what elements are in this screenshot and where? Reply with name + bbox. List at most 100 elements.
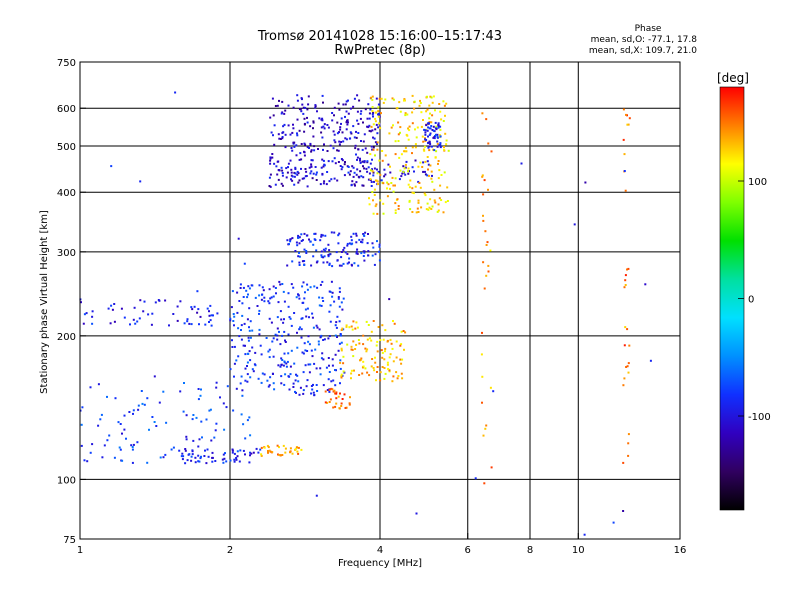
- data-point: [306, 350, 309, 352]
- data-point: [289, 365, 292, 368]
- data-point: [255, 447, 258, 450]
- data-point: [394, 184, 396, 187]
- data-point: [199, 315, 202, 318]
- x-tick-label: 16: [674, 545, 687, 556]
- data-point: [294, 172, 297, 175]
- data-point: [368, 129, 371, 132]
- data-point: [324, 390, 327, 393]
- data-point: [121, 432, 123, 435]
- data-point: [241, 302, 244, 305]
- data-point: [244, 344, 246, 347]
- data-point: [259, 448, 262, 451]
- data-point: [360, 240, 362, 243]
- data-point: [326, 401, 329, 404]
- data-point: [316, 326, 319, 329]
- phase-info-o: mean, sd,O: -77.1, 17.8: [591, 35, 698, 45]
- data-point: [307, 103, 310, 106]
- data-point: [490, 150, 493, 153]
- data-point: [305, 250, 308, 252]
- data-point: [252, 370, 255, 373]
- data-point: [288, 375, 291, 378]
- data-point: [348, 261, 350, 264]
- data-point: [327, 254, 330, 256]
- data-point: [428, 206, 431, 209]
- data-point: [323, 127, 326, 130]
- data-point: [337, 297, 340, 300]
- data-point: [314, 166, 317, 168]
- data-point: [429, 143, 432, 145]
- data-point: [394, 212, 397, 214]
- data-point: [321, 172, 324, 175]
- data-points: [79, 91, 652, 536]
- data-point: [352, 125, 355, 128]
- data-point: [340, 405, 343, 407]
- data-point: [296, 118, 299, 121]
- data-point: [340, 349, 343, 352]
- data-point: [435, 133, 437, 136]
- data-point: [379, 199, 382, 202]
- data-point: [300, 158, 303, 161]
- data-point: [371, 113, 374, 116]
- data-point: [326, 171, 329, 173]
- data-point: [364, 147, 367, 150]
- data-point: [303, 248, 306, 251]
- data-point: [391, 347, 394, 350]
- data-point: [309, 286, 312, 289]
- data-point: [223, 457, 226, 460]
- data-point: [323, 255, 326, 258]
- data-point: [444, 132, 447, 135]
- data-point: [106, 395, 108, 398]
- data-point: [624, 189, 627, 192]
- data-point: [198, 323, 200, 326]
- data-point: [299, 386, 302, 389]
- data-point: [268, 176, 271, 179]
- data-point: [158, 401, 161, 404]
- data-point: [390, 342, 393, 345]
- data-point: [419, 161, 422, 164]
- data-point: [436, 210, 439, 213]
- data-point: [316, 286, 319, 289]
- data-point: [285, 365, 288, 368]
- data-point: [381, 351, 384, 354]
- data-point: [317, 343, 320, 346]
- data-point: [277, 364, 280, 367]
- data-point: [353, 183, 356, 186]
- data-point: [330, 178, 333, 181]
- data-point: [209, 304, 212, 307]
- data-point: [623, 170, 626, 172]
- data-point: [356, 158, 358, 161]
- data-point: [185, 438, 188, 441]
- data-point: [625, 366, 628, 368]
- data-point: [281, 454, 284, 456]
- data-point: [207, 455, 210, 458]
- data-point: [333, 389, 336, 392]
- data-point: [296, 134, 299, 137]
- data-point: [350, 184, 353, 187]
- data-point: [348, 403, 351, 406]
- data-point: [366, 338, 369, 341]
- data-point: [483, 482, 486, 485]
- data-point: [342, 249, 345, 251]
- data-point: [331, 364, 334, 367]
- data-point: [320, 126, 323, 129]
- data-point: [388, 132, 391, 135]
- data-point: [431, 101, 434, 104]
- data-point: [397, 133, 400, 136]
- data-point: [423, 192, 426, 195]
- data-point: [422, 140, 425, 143]
- data-point: [340, 375, 343, 378]
- data-point: [362, 121, 364, 124]
- data-point: [366, 160, 369, 163]
- data-point: [373, 137, 376, 140]
- data-point: [328, 364, 330, 367]
- data-point: [356, 119, 359, 122]
- data-point: [332, 130, 335, 133]
- data-point: [138, 317, 141, 320]
- data-point: [352, 355, 355, 358]
- data-point: [269, 116, 272, 119]
- data-point: [186, 320, 189, 323]
- data-point: [376, 132, 379, 135]
- data-point: [622, 510, 625, 512]
- data-point: [423, 128, 426, 131]
- data-point: [296, 99, 299, 102]
